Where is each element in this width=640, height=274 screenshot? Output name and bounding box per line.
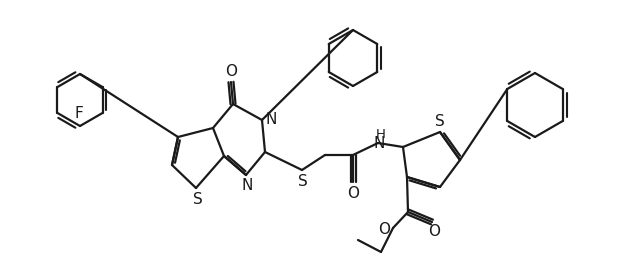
Text: N: N [241, 178, 253, 193]
Text: O: O [428, 224, 440, 239]
Text: N: N [373, 136, 385, 152]
Text: O: O [378, 222, 390, 238]
Text: F: F [75, 107, 83, 121]
Text: N: N [266, 113, 276, 127]
Text: S: S [193, 192, 203, 207]
Text: O: O [225, 64, 237, 78]
Text: O: O [347, 185, 359, 201]
Text: S: S [435, 113, 445, 129]
Text: H: H [376, 127, 386, 141]
Text: S: S [298, 173, 308, 189]
